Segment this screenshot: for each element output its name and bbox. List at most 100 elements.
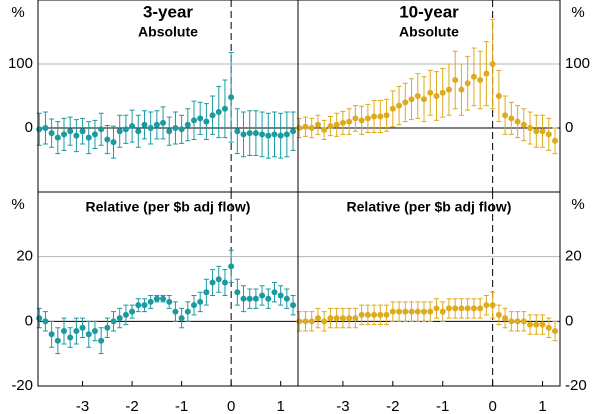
point <box>346 118 353 125</box>
point <box>110 139 117 146</box>
point <box>452 305 459 312</box>
x-tick-label: -3 <box>336 398 349 414</box>
panel-subtitle: Absolute <box>138 24 198 40</box>
point <box>191 302 197 309</box>
x-tick-label: 0 <box>227 398 235 414</box>
point <box>116 128 123 135</box>
point <box>116 315 123 322</box>
point <box>203 289 210 296</box>
point <box>104 136 111 143</box>
point <box>427 308 434 315</box>
point <box>290 302 297 309</box>
point <box>209 279 216 286</box>
y-tick-label: 0 <box>565 312 573 329</box>
point <box>178 126 185 133</box>
point <box>240 295 247 302</box>
point <box>383 311 390 318</box>
point <box>439 89 446 96</box>
point <box>308 318 315 325</box>
point <box>377 311 384 318</box>
point <box>283 131 290 138</box>
point <box>85 331 92 338</box>
point <box>79 324 86 331</box>
point <box>433 93 440 99</box>
point <box>265 295 272 302</box>
point <box>321 318 328 325</box>
point <box>314 121 321 128</box>
point <box>122 126 129 133</box>
y-tick-label: 100 <box>8 55 33 72</box>
point <box>271 289 278 296</box>
point <box>514 118 521 125</box>
point <box>339 315 346 322</box>
point <box>271 131 278 138</box>
point <box>135 128 142 135</box>
point <box>178 315 185 322</box>
point <box>166 298 173 305</box>
point <box>234 289 241 296</box>
point <box>445 305 452 312</box>
point <box>129 308 136 315</box>
point <box>508 318 515 325</box>
y-tick-label: -20 <box>11 377 33 394</box>
point <box>98 126 105 133</box>
point <box>552 328 559 335</box>
point <box>160 295 167 302</box>
point <box>135 302 142 309</box>
point <box>383 112 390 119</box>
point <box>296 318 303 325</box>
y-tick-label: -20 <box>565 377 587 394</box>
point <box>352 315 359 322</box>
point <box>252 295 259 302</box>
point <box>277 132 284 139</box>
point <box>520 318 527 325</box>
point <box>104 324 111 331</box>
point <box>389 308 396 315</box>
point <box>433 305 440 312</box>
panel-subtitle: Absolute <box>399 24 459 40</box>
point <box>520 121 527 128</box>
point <box>552 137 559 144</box>
point <box>197 115 204 122</box>
point <box>396 308 403 315</box>
x-tick-label: -1 <box>175 398 188 414</box>
y-tick-label: 100 <box>565 55 590 72</box>
point <box>54 134 61 141</box>
point <box>502 112 509 119</box>
point <box>302 123 309 130</box>
x-tick-label: -3 <box>76 398 89 414</box>
point <box>184 308 191 315</box>
panel-border <box>37 191 299 387</box>
point <box>489 61 496 67</box>
point <box>221 279 228 286</box>
point <box>36 315 43 322</box>
point <box>228 94 235 101</box>
point <box>67 334 74 341</box>
point <box>36 126 43 133</box>
point <box>215 109 222 115</box>
point <box>358 117 365 124</box>
point <box>172 125 179 131</box>
x-tick-label: 0 <box>488 398 496 414</box>
point <box>483 70 490 77</box>
point <box>147 298 154 305</box>
point <box>464 305 471 312</box>
y-tick-label: 0 <box>25 119 33 136</box>
point <box>527 125 534 131</box>
point <box>352 115 359 122</box>
point <box>73 132 80 139</box>
panel-subtitle: Relative (per $b adj flow) <box>86 199 251 215</box>
point <box>110 318 117 325</box>
point <box>427 89 434 96</box>
point <box>470 305 477 312</box>
panel-subtitle: Relative (per $b adj flow) <box>347 199 512 215</box>
unit-label: % <box>571 4 584 21</box>
point <box>421 96 428 103</box>
point <box>153 121 160 128</box>
point <box>302 318 309 325</box>
point <box>42 125 49 131</box>
point <box>477 305 484 312</box>
x-tick-label: -1 <box>436 398 449 414</box>
point <box>495 93 502 99</box>
